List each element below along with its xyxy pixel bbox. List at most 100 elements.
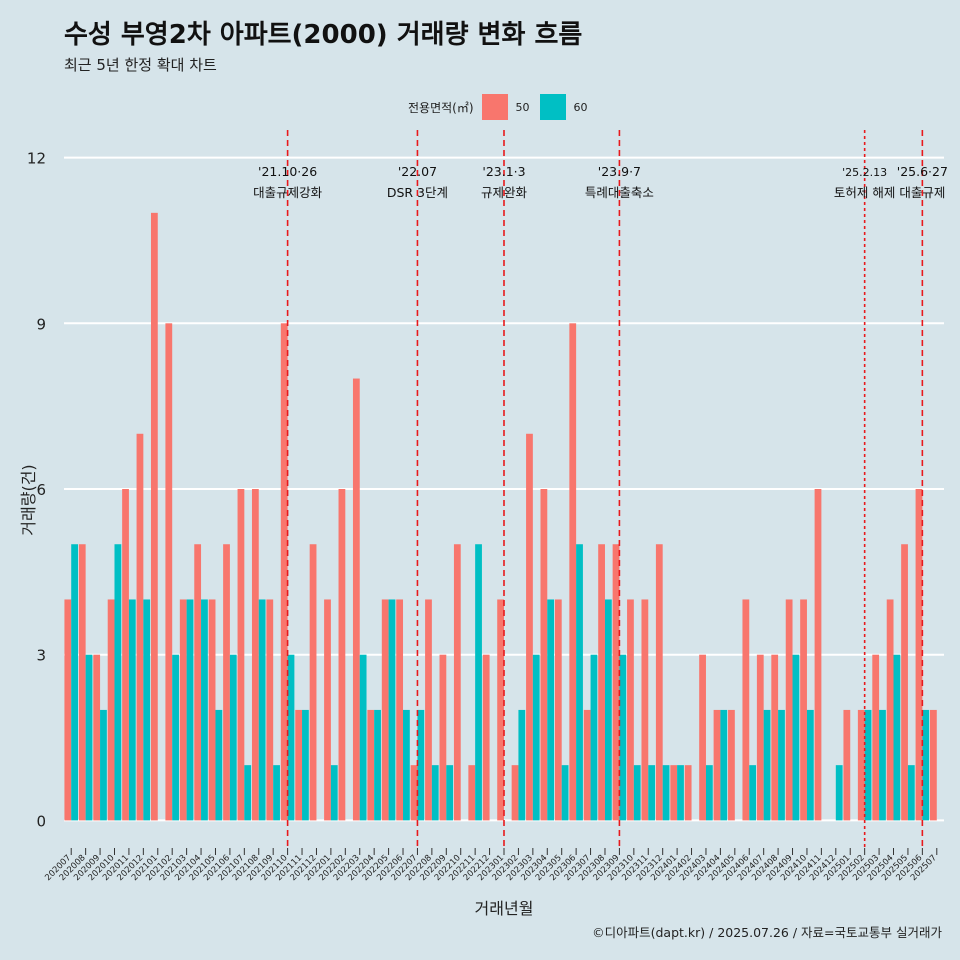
event-label-202309: 특례대출축소	[585, 185, 654, 200]
bar-50-202401	[670, 765, 678, 821]
bar-50-202108	[251, 489, 259, 821]
y-tick-label-6: 6	[36, 481, 46, 499]
bar-60-202307	[590, 654, 598, 821]
bar-50-202007	[64, 599, 72, 821]
bar-60-202104	[201, 599, 208, 821]
bar-50-202409	[785, 599, 793, 821]
bar-60-202206	[403, 709, 410, 821]
bar-50-202309	[612, 544, 620, 821]
bar-60-202110	[287, 654, 295, 821]
bar-60-202404	[720, 709, 728, 821]
bar-60-202407	[763, 709, 771, 821]
event-label-202110: 대출규제강화	[253, 185, 323, 200]
bar-50-202306	[569, 323, 577, 821]
bar-50-202204	[367, 709, 375, 821]
bar-50-202406	[742, 599, 750, 821]
legend-swatch-60	[539, 94, 566, 120]
bar-60-202311	[648, 765, 656, 821]
y-tick-label-12: 12	[27, 150, 46, 168]
bar-50-202505	[901, 544, 908, 821]
chart-subtitle: 최근 5년 한정 확대 차트	[64, 56, 217, 74]
bar-50-202203	[352, 378, 360, 821]
bar-60-202106	[229, 654, 237, 821]
legend-label-60: 60	[573, 100, 588, 114]
bar-50-202303	[526, 433, 533, 821]
bar-60-202403	[705, 765, 713, 821]
bar-50-202104	[194, 544, 202, 821]
bars-layer	[64, 212, 937, 821]
bar-60-202007	[71, 544, 78, 821]
bar-60-202211	[475, 544, 482, 821]
bar-60-202409	[792, 654, 800, 821]
event-date-202502: '25.2.13	[842, 166, 887, 179]
bar-50-202504	[886, 599, 894, 821]
bar-50-202407	[756, 654, 764, 821]
bar-60-202209	[446, 765, 454, 821]
bar-60-202109	[273, 765, 280, 821]
bar-60-202203	[359, 654, 367, 821]
bar-50-202109	[266, 599, 274, 821]
bar-50-202312	[655, 544, 663, 821]
bar-50-202211	[468, 765, 476, 821]
bar-60-202107	[244, 765, 252, 821]
bar-50-202112	[309, 544, 317, 821]
legend-label-50: 50	[515, 100, 530, 114]
bar-50-202103	[179, 599, 187, 821]
bar-60-202306	[576, 544, 583, 821]
bar-50-202111	[295, 709, 303, 821]
event-date-202207: '22.07	[398, 164, 437, 179]
event-date-202301: '23.1·3	[482, 164, 525, 179]
bar-50-202202	[338, 489, 346, 821]
bar-60-202205	[388, 599, 396, 821]
bar-50-202311	[641, 599, 649, 821]
footer-credit: ©디아파트(dapt.kr) / 2025.07.26 / 자료=국토교통부 실…	[592, 925, 942, 940]
bar-60-202308	[604, 599, 612, 821]
bar-50-202402	[684, 765, 692, 821]
bar-50-202008	[78, 544, 86, 821]
bar-50-202012	[136, 433, 144, 821]
event-label-202506: 대출규제	[899, 185, 945, 200]
event-label-202301: 규제완화	[481, 185, 528, 200]
bar-60-202009	[100, 709, 107, 821]
bar-50-202506	[915, 489, 923, 821]
bar-50-202307	[583, 709, 591, 821]
bar-50-202411	[814, 489, 822, 821]
y-tick-label-9: 9	[36, 315, 46, 333]
bar-60-202503	[879, 709, 886, 821]
x-axis-title: 거래년월	[475, 899, 534, 918]
bar-60-202401	[677, 765, 684, 821]
bar-60-202008	[85, 654, 93, 821]
bar-50-202503	[872, 654, 880, 821]
events-layer: '21.10·26 대출규제강화 '22.07 DSR 3단계 '23.1·3 규제완화 '…	[253, 130, 948, 848]
bar-50-202209	[439, 654, 447, 821]
bar-50-202011	[122, 489, 129, 821]
bar-50-202507	[930, 709, 937, 821]
bar-50-202102	[165, 323, 173, 821]
bar-50-202405	[728, 709, 735, 821]
bar-60-202506	[922, 709, 930, 821]
bar-60-202207	[417, 709, 425, 821]
bar-50-202106	[223, 544, 230, 821]
bar-50-202105	[208, 599, 216, 821]
bar-60-202410	[806, 709, 814, 821]
event-date-202309: '23.9·7	[598, 164, 641, 179]
bar-60-202108	[258, 599, 266, 821]
legend-swatch-50	[481, 94, 508, 120]
bar-60-202502	[864, 709, 872, 821]
bar-50-202205	[381, 599, 389, 821]
bar-50-202410	[800, 599, 807, 821]
bar-50-202308	[598, 544, 605, 821]
bar-60-202010	[114, 544, 122, 821]
bar-60-202011	[128, 599, 136, 821]
bar-60-202201	[330, 765, 338, 821]
bar-60-202412	[835, 765, 843, 821]
bar-50-202207	[410, 765, 418, 821]
bar-50-202304	[540, 489, 548, 821]
bar-50-202310	[627, 599, 634, 821]
legend-title: 전용면적(㎡)	[408, 100, 474, 115]
event-date-202110: '21.10·26	[258, 164, 317, 179]
y-axis-title: 거래량(건)	[19, 464, 38, 535]
bar-50-202212	[482, 654, 490, 821]
legend: 전용면적(㎡) 50 60	[408, 93, 598, 121]
